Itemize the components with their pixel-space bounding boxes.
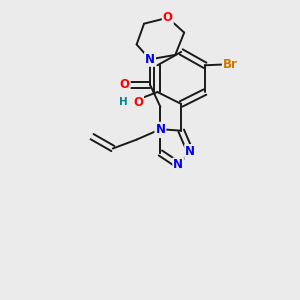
Text: H: H [119,98,128,107]
Text: N: N [145,53,155,66]
Text: O: O [163,11,173,24]
Text: N: N [173,158,183,171]
Text: Br: Br [223,58,238,71]
Text: O: O [133,96,143,109]
Text: O: O [120,78,130,91]
Text: S: S [156,124,165,137]
Text: N: N [155,123,165,136]
Text: N: N [185,145,195,158]
